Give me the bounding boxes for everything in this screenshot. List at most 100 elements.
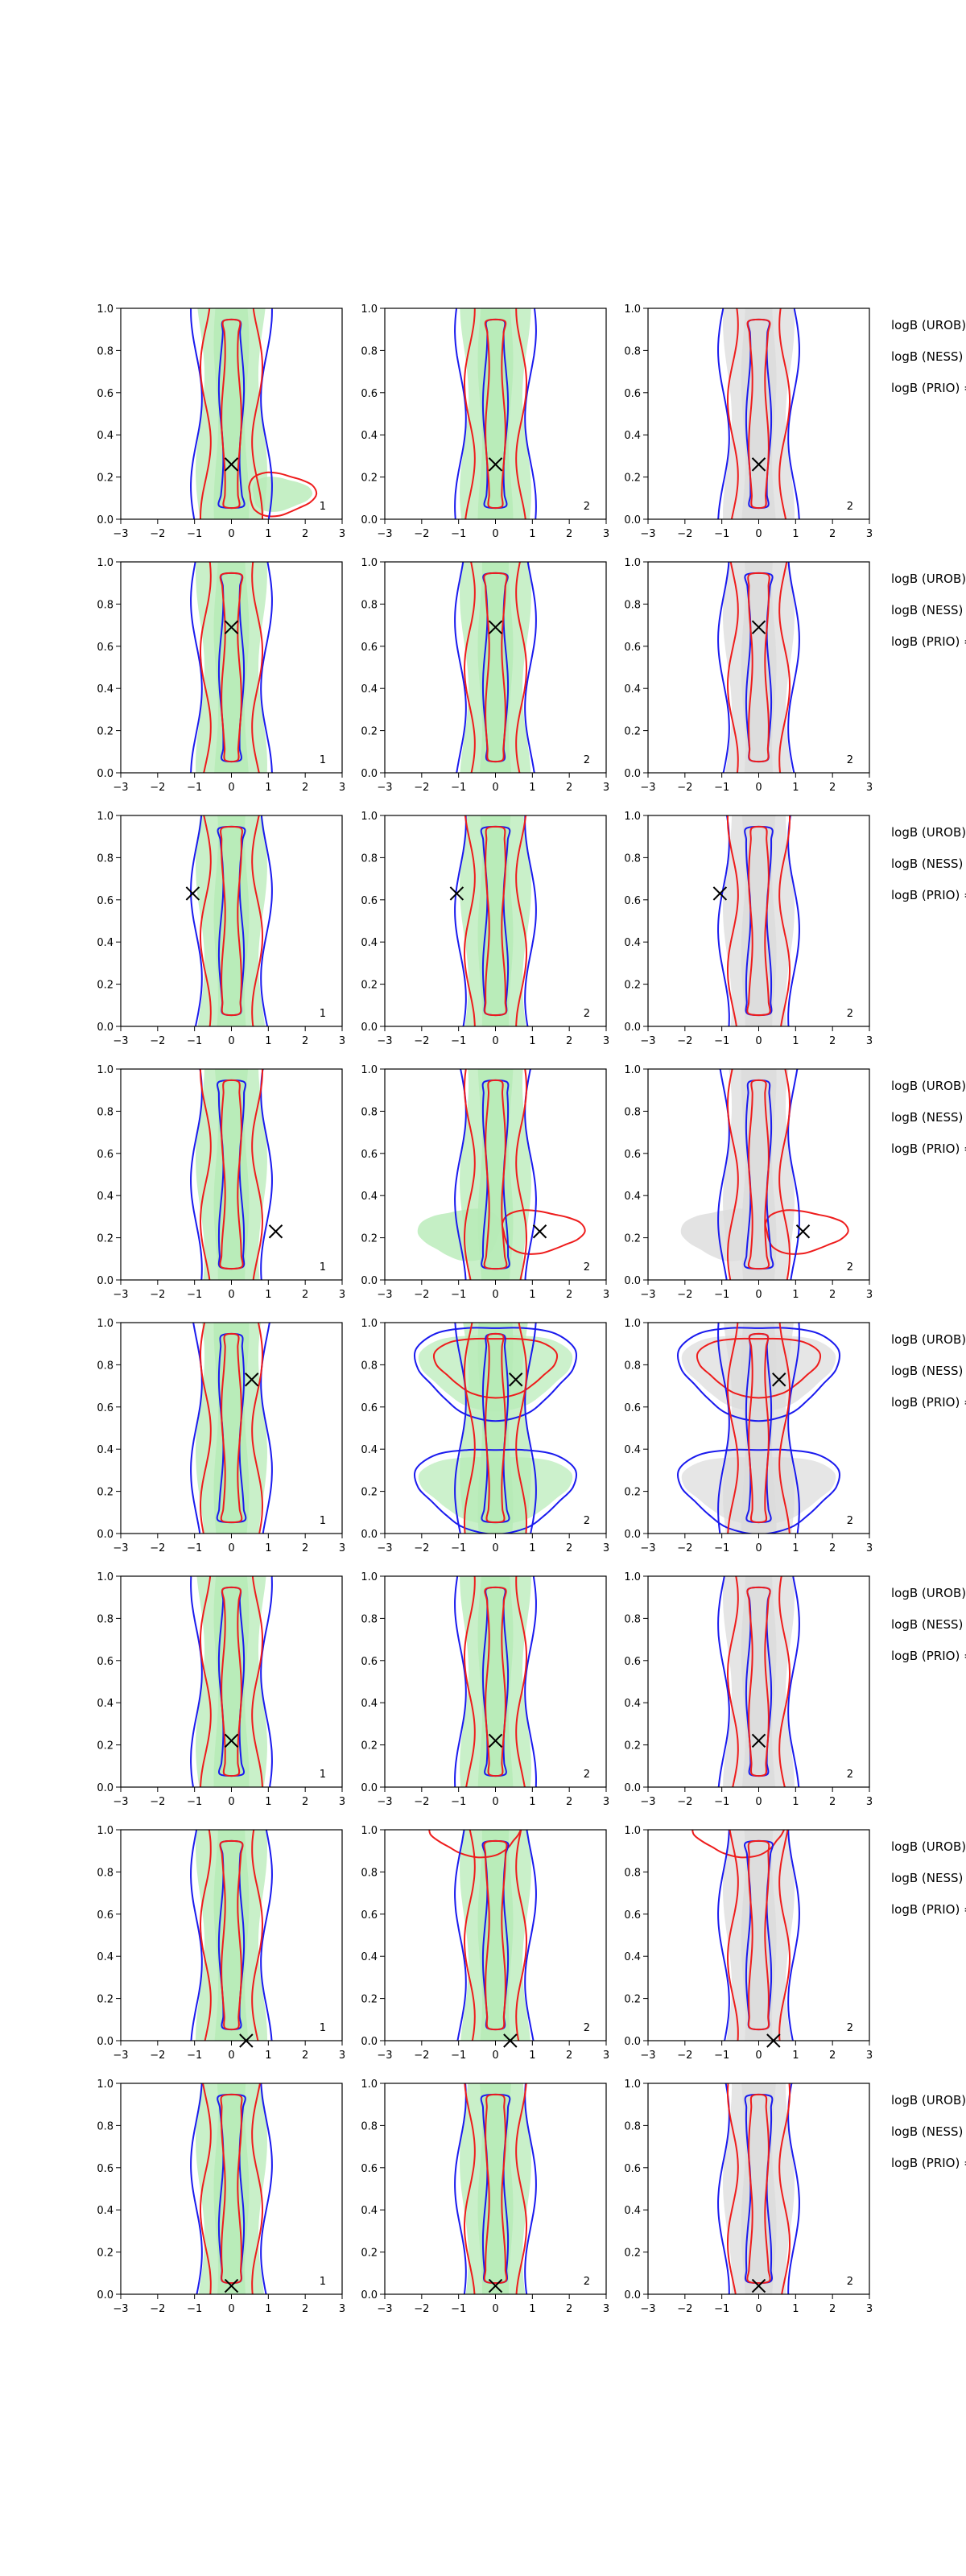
red-contour-inner	[219, 1079, 244, 1270]
red-contour-outer	[199, 562, 264, 773]
x-tick-label: 0	[228, 1542, 234, 1554]
x-tick-label: 2	[566, 1289, 572, 1301]
y-tick-label: 0.0	[97, 1275, 114, 1287]
y-tick-label: 1.0	[361, 811, 378, 823]
red-contour-outer	[199, 2083, 264, 2294]
x-tick-label: −2	[677, 1796, 692, 1808]
y-tick-label: 0.0	[624, 2036, 641, 2048]
x-tick-label: −1	[714, 1035, 729, 1047]
y-tick-label: 0.4	[361, 1191, 378, 1203]
x-tick-label: −3	[377, 782, 392, 794]
x-tick-label: −3	[640, 2303, 655, 2315]
y-tick-label: 0.6	[624, 642, 641, 654]
y-tick-label: 0.2	[97, 1487, 114, 1499]
contour-layer	[677, 1323, 840, 1534]
true-value-marker	[488, 2278, 503, 2293]
logb-label: logB (UROB) =	[891, 1839, 966, 1854]
panel-number: 1	[320, 1261, 326, 1274]
y-tick-label: 1.0	[361, 1064, 378, 1076]
panel-r2-c3: −3 −2 −1 0 1 2 3 0.0 0.2 0.4 0.6 0.8 1.0 2	[624, 557, 873, 794]
x-tick-label: −3	[640, 1289, 655, 1301]
x-tick-label: 0	[755, 782, 762, 794]
red-contour-outer	[727, 1576, 791, 1787]
x-tick-label: 3	[339, 2303, 345, 2315]
x-tick-label: 3	[603, 1289, 609, 1301]
red-contour-inner	[483, 572, 508, 763]
red-contour-inner	[484, 318, 507, 510]
true-value-marker	[712, 886, 728, 901]
density-fill-inner	[477, 1576, 514, 1787]
y-tick-label: 0.4	[624, 430, 641, 442]
density-fill-lobe	[418, 1457, 573, 1525]
x-tick-label: 0	[492, 1542, 498, 1554]
blue-contour-inner	[744, 2093, 774, 2285]
density-fill-inner	[741, 2083, 777, 2294]
x-tick-label: 0	[228, 782, 234, 794]
x-tick-label: 1	[792, 1542, 799, 1554]
panel-r5-c1: −3 −2 −1 0 1 2 3 0.0 0.2 0.4 0.6 0.8 1.0 1	[97, 1318, 345, 1554]
x-tick-label: 0	[755, 1542, 762, 1554]
x-tick-label: 1	[792, 1035, 799, 1047]
y-tick-label: 0.6	[361, 2163, 378, 2175]
density-fill-inner	[213, 815, 250, 1026]
x-tick-label: 1	[265, 2303, 271, 2315]
true-value-marker	[449, 886, 464, 901]
x-tick-label: −2	[677, 2303, 692, 2315]
x-tick-label: 3	[603, 782, 609, 794]
x-tick-label: 0	[492, 528, 498, 540]
y-tick-label: 1.0	[97, 811, 114, 823]
red-contour-inner	[747, 1079, 770, 1270]
x-tick-label: 3	[339, 2050, 345, 2062]
y-tick-label: 1.0	[97, 1318, 114, 1330]
x-tick-label: 3	[866, 782, 873, 794]
y-tick-label: 0.6	[624, 895, 641, 907]
x-tick-label: 1	[792, 782, 799, 794]
x-tick-label: −3	[377, 2050, 392, 2062]
y-tick-label: 1.0	[97, 2079, 114, 2091]
x-tick-label: 1	[792, 528, 799, 540]
y-tick-label: 0.0	[624, 1275, 641, 1287]
panel-number: 2	[584, 501, 590, 513]
y-tick-label: 1.0	[361, 557, 378, 569]
red-contour-inner	[746, 825, 771, 1017]
red-contour-outer	[199, 1069, 264, 1280]
y-tick-label: 0.4	[97, 1698, 114, 1710]
y-tick-label: 0.2	[97, 473, 114, 485]
logb-label: logB (NESS) =	[891, 1110, 966, 1125]
density-fill-lobe	[680, 1208, 765, 1261]
contour-layer	[717, 815, 800, 1026]
red-contour-outer	[463, 308, 528, 519]
contour-layer	[414, 1323, 577, 1534]
x-tick-label: 0	[755, 1796, 762, 1808]
y-tick-label: 0.8	[97, 852, 114, 865]
red-contour-outer	[726, 308, 791, 519]
panel-r8-c2: −3 −2 −1 0 1 2 3 0.0 0.2 0.4 0.6 0.8 1.0 2	[361, 2079, 609, 2315]
x-tick-label: −3	[377, 1289, 392, 1301]
true-value-marker	[224, 1733, 239, 1748]
y-tick-label: 0.6	[361, 1909, 378, 1922]
y-tick-label: 0.4	[97, 1191, 114, 1203]
y-tick-label: 0.6	[97, 1402, 114, 1414]
x-tick-label: 2	[302, 1035, 308, 1047]
x-tick-label: −1	[714, 2050, 729, 2062]
red-contour-outer	[727, 562, 791, 773]
panel-r2-c2: −3 −2 −1 0 1 2 3 0.0 0.2 0.4 0.6 0.8 1.0 2	[361, 557, 609, 794]
panel-number: 1	[320, 2022, 326, 2034]
y-tick-label: 0.0	[361, 1022, 378, 1034]
x-tick-label: 2	[566, 528, 572, 540]
y-tick-label: 0.8	[97, 2120, 114, 2132]
x-tick-label: −1	[451, 1035, 466, 1047]
y-tick-label: 0.6	[97, 2163, 114, 2175]
y-tick-label: 1.0	[97, 557, 114, 569]
blue-contour-outer	[717, 1830, 800, 2041]
density-fill-lobe	[252, 477, 313, 512]
x-tick-label: −2	[414, 1035, 429, 1047]
blue-contour-outer	[717, 1323, 800, 1534]
y-tick-label: 1.0	[624, 303, 641, 316]
y-tick-label: 1.0	[97, 1825, 114, 1837]
x-tick-label: 3	[603, 1035, 609, 1047]
blue-contour-outer	[454, 308, 537, 519]
panel-r5-c3: −3 −2 −1 0 1 2 3 0.0 0.2 0.4 0.6 0.8 1.0 2	[624, 1318, 873, 1554]
x-tick-label: −1	[187, 1796, 202, 1808]
logb-label: logB (PRIO) =	[891, 1649, 966, 1663]
